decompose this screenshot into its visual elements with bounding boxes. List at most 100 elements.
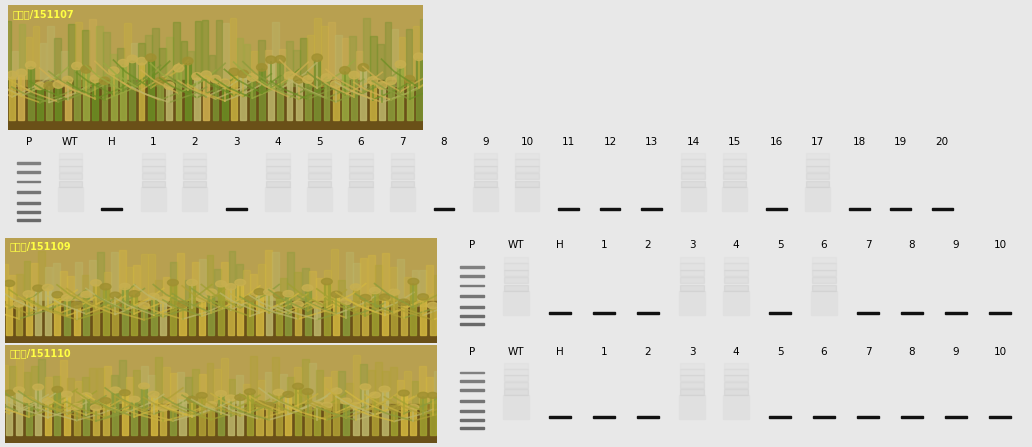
Bar — [400, 304, 407, 335]
Ellipse shape — [62, 295, 72, 301]
Bar — [184, 173, 206, 179]
Bar — [58, 187, 83, 211]
Bar — [102, 402, 108, 435]
Ellipse shape — [389, 405, 399, 411]
Bar — [122, 394, 128, 435]
Bar — [228, 399, 233, 435]
Bar — [285, 295, 291, 335]
Bar — [379, 87, 385, 120]
Bar — [90, 260, 96, 306]
Bar — [247, 393, 253, 435]
Bar — [1, 264, 8, 306]
Bar — [353, 355, 360, 409]
Bar — [722, 187, 747, 211]
Bar — [266, 406, 272, 435]
Bar — [272, 252, 280, 306]
Bar — [38, 359, 45, 409]
Bar — [208, 55, 216, 86]
Bar — [218, 286, 224, 335]
Ellipse shape — [293, 384, 303, 389]
Bar — [19, 75, 25, 120]
Ellipse shape — [26, 61, 36, 69]
Ellipse shape — [206, 289, 217, 295]
Bar — [54, 38, 61, 86]
Ellipse shape — [120, 390, 130, 396]
Bar — [474, 173, 497, 179]
Bar — [83, 275, 89, 306]
Bar — [194, 78, 200, 120]
Ellipse shape — [178, 393, 188, 399]
Bar — [397, 259, 404, 306]
Text: H: H — [556, 347, 563, 357]
Bar — [641, 208, 662, 210]
Bar — [276, 394, 282, 435]
Bar — [342, 72, 348, 120]
Bar — [55, 391, 61, 435]
Bar — [93, 285, 99, 335]
Bar — [812, 263, 836, 270]
Bar — [221, 261, 228, 306]
Bar — [44, 402, 51, 435]
Bar — [119, 360, 126, 409]
Ellipse shape — [283, 291, 294, 297]
Bar — [723, 285, 748, 291]
Bar — [111, 375, 119, 409]
Text: 15: 15 — [728, 137, 741, 147]
Bar — [391, 409, 397, 435]
Bar — [420, 299, 426, 335]
Text: 17: 17 — [811, 137, 825, 147]
Bar — [335, 35, 342, 86]
Ellipse shape — [302, 388, 313, 395]
Bar — [723, 363, 748, 369]
Bar — [157, 83, 163, 120]
Bar — [285, 396, 291, 435]
Bar — [504, 363, 528, 369]
Bar — [170, 408, 175, 435]
Text: 1: 1 — [601, 240, 607, 250]
Bar — [53, 263, 60, 306]
Bar — [192, 261, 199, 306]
Bar — [141, 187, 166, 211]
Bar — [324, 270, 330, 306]
Bar — [723, 257, 748, 263]
Ellipse shape — [350, 284, 361, 290]
Bar — [723, 263, 748, 270]
Ellipse shape — [108, 67, 119, 74]
Text: WT: WT — [508, 347, 524, 357]
Ellipse shape — [349, 72, 359, 79]
Ellipse shape — [158, 297, 168, 303]
Bar — [75, 22, 82, 86]
Bar — [60, 271, 67, 306]
Bar — [300, 38, 307, 86]
Bar — [372, 396, 378, 435]
Bar — [258, 380, 265, 409]
Ellipse shape — [91, 405, 101, 410]
Bar — [308, 165, 331, 172]
Ellipse shape — [164, 82, 174, 89]
Bar — [221, 358, 228, 409]
Text: 2: 2 — [192, 137, 198, 147]
Bar — [722, 396, 749, 419]
Bar — [141, 173, 165, 179]
Ellipse shape — [167, 404, 179, 410]
Ellipse shape — [216, 281, 226, 287]
Bar — [343, 38, 349, 86]
Bar — [118, 48, 124, 86]
Bar — [110, 72, 117, 120]
Bar — [138, 63, 144, 120]
Bar — [679, 396, 705, 419]
Bar — [244, 270, 250, 306]
Bar — [426, 377, 433, 409]
Bar — [459, 427, 484, 429]
Bar — [64, 299, 70, 335]
Bar — [155, 279, 162, 306]
Bar — [59, 153, 82, 160]
Bar — [503, 291, 529, 316]
Text: 20: 20 — [936, 137, 948, 147]
Bar — [681, 160, 705, 165]
Bar — [323, 79, 329, 120]
Bar — [265, 372, 272, 409]
Bar — [308, 173, 331, 179]
Bar — [184, 181, 206, 187]
Bar — [398, 37, 406, 86]
